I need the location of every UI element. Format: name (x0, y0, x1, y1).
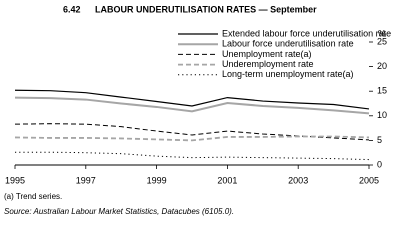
series-line (14, 135, 370, 142)
y-tick-label: 0 (377, 159, 382, 169)
x-tick-label: 2003 (288, 175, 308, 185)
x-tick-label: 2001 (217, 175, 237, 185)
source-note: Source: Australian Labour Market Statist… (4, 207, 234, 216)
chart-title: LABOUR UNDERUTILISATION RATES — Septembe… (95, 4, 317, 14)
series-line (14, 123, 370, 141)
x-tick-label: 1995 (5, 175, 25, 185)
series-line (14, 96, 370, 115)
y-axis-label: % (378, 28, 386, 38)
legend-label: Unemployment rate(a) (222, 49, 312, 59)
chart: 6.42 LABOUR UNDERUTILISATION RATES — Sep… (4, 4, 391, 216)
chart-number: 6.42 (63, 4, 81, 14)
y-tick-label: 25 (377, 36, 387, 46)
x-tick-label: 1999 (147, 175, 167, 185)
y-tick-label: 5 (377, 135, 382, 145)
footnote: (a) Trend series. (4, 192, 62, 201)
page: {"chart_data": {"type": "line", "number"… (4, 4, 392, 217)
x-tick-label: 2005 (359, 175, 379, 185)
legend-label: Long-term unemployment rate(a) (222, 69, 354, 79)
legend-label: Extended labour force underutilisation r… (222, 28, 391, 38)
legend-label: Underemployment rate (222, 59, 314, 69)
x-tick-label: 1997 (76, 175, 96, 185)
legend-label: Labour force underutilisation rate (222, 39, 354, 49)
series-line (15, 151, 370, 161)
y-tick-label: 10 (377, 110, 387, 120)
series-line (14, 89, 370, 110)
y-tick-label: 20 (377, 61, 387, 71)
y-tick-label: 15 (377, 86, 387, 96)
